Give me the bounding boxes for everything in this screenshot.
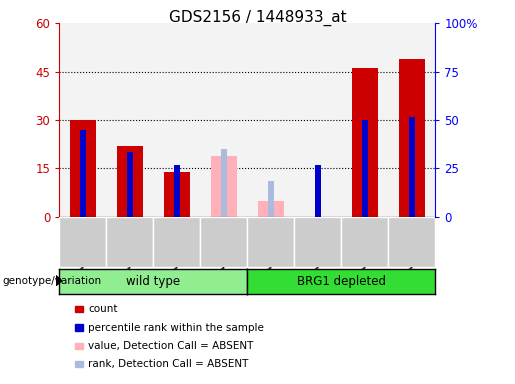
Bar <box>106 23 153 217</box>
FancyBboxPatch shape <box>388 217 435 267</box>
Text: rank, Detection Call = ABSENT: rank, Detection Call = ABSENT <box>88 359 248 369</box>
Bar <box>388 23 435 217</box>
Bar <box>70 120 96 217</box>
Bar <box>174 165 180 217</box>
FancyBboxPatch shape <box>294 217 341 267</box>
Text: percentile rank within the sample: percentile rank within the sample <box>88 323 264 333</box>
Bar <box>220 149 227 217</box>
FancyBboxPatch shape <box>153 217 200 267</box>
Text: count: count <box>88 304 117 314</box>
Bar <box>211 156 236 217</box>
FancyBboxPatch shape <box>341 217 388 267</box>
Bar <box>294 23 341 217</box>
Bar <box>164 172 190 217</box>
FancyBboxPatch shape <box>247 217 294 267</box>
FancyBboxPatch shape <box>106 217 153 267</box>
Bar <box>341 23 388 217</box>
Polygon shape <box>56 275 62 286</box>
Text: GDS2156 / 1448933_at: GDS2156 / 1448933_at <box>169 10 346 26</box>
Bar <box>117 146 143 217</box>
Bar <box>399 59 424 217</box>
Bar <box>268 181 274 217</box>
Bar <box>200 23 247 217</box>
Text: value, Detection Call = ABSENT: value, Detection Call = ABSENT <box>88 341 253 351</box>
Bar <box>80 130 86 217</box>
FancyBboxPatch shape <box>59 217 106 267</box>
Bar <box>315 165 321 217</box>
Text: wild type: wild type <box>126 275 180 288</box>
Bar <box>247 23 294 217</box>
Bar <box>352 68 377 217</box>
FancyBboxPatch shape <box>200 217 247 267</box>
Bar <box>59 23 106 217</box>
Bar <box>362 120 368 217</box>
Text: genotype/variation: genotype/variation <box>3 276 101 286</box>
Bar <box>153 23 200 217</box>
Bar <box>258 201 284 217</box>
Bar <box>127 152 133 217</box>
Bar <box>408 117 415 217</box>
Text: BRG1 depleted: BRG1 depleted <box>297 275 386 288</box>
